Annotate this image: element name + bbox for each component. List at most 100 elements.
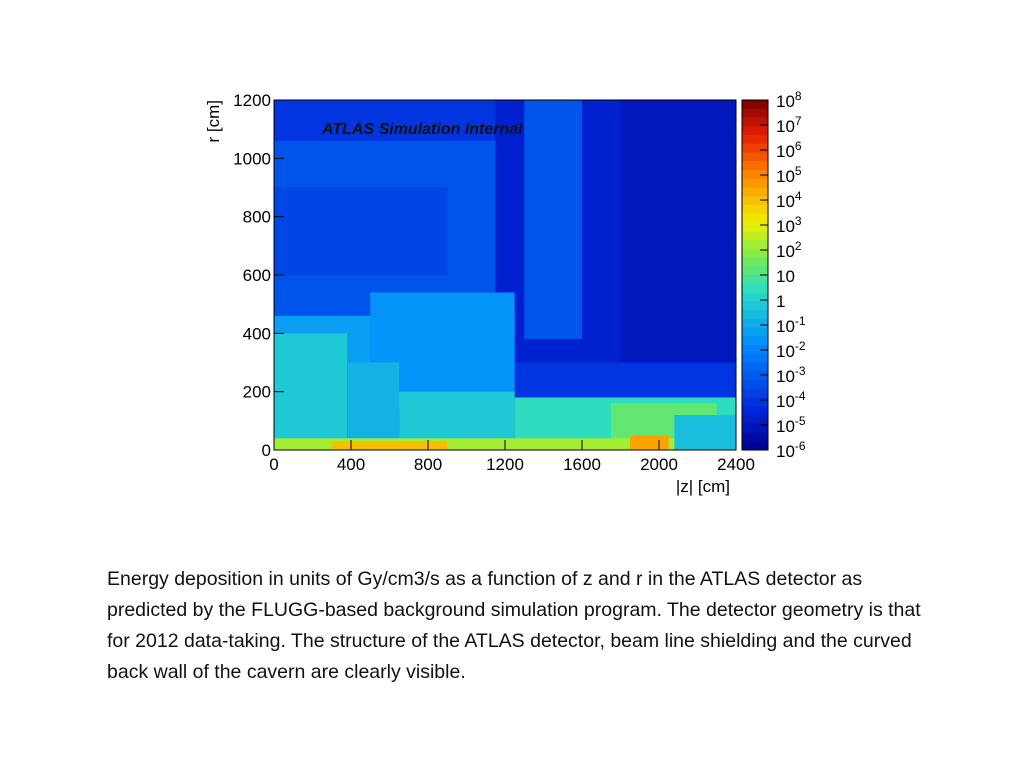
colorbar-segment xyxy=(742,152,768,162)
colorbar-label: 103 xyxy=(776,214,802,236)
colorbar-segment xyxy=(742,371,768,381)
figure-caption: Energy deposition in units of Gy/cm3/s a… xyxy=(107,568,921,683)
colorbar-segment xyxy=(742,213,768,223)
colorbar-segment xyxy=(742,178,768,188)
colorbar-segment xyxy=(742,292,768,302)
colorbar-segment xyxy=(742,117,768,127)
x-axis: 0 400 800 1200 1600 2000 2400 xyxy=(269,440,755,474)
colorbar-label-base: 10 xyxy=(776,142,795,161)
colorbar-segment xyxy=(742,108,768,118)
heatmap-region xyxy=(524,100,582,340)
chart-annotation: ATLAS Simulation Internal xyxy=(321,121,523,138)
x-tick-label: 1200 xyxy=(486,455,524,474)
colorbar-segment xyxy=(742,432,768,442)
colorbar-label-exponent: 7 xyxy=(795,114,802,128)
colorbar-segment xyxy=(742,196,768,206)
colorbar-label-exponent: 4 xyxy=(795,189,802,203)
heatmap-region xyxy=(274,187,448,275)
colorbar-label-base: 10 xyxy=(776,92,795,111)
x-tick-label: 2400 xyxy=(717,455,755,474)
energy-deposition-chart: ATLAS Simulation Internal 0 400 800 1200 160… xyxy=(200,88,840,508)
colorbar-segment xyxy=(742,380,768,390)
colorbar-segment xyxy=(742,283,768,293)
colorbar-segment xyxy=(742,423,768,433)
colorbar-label: 106 xyxy=(776,139,802,161)
y-axis: 0 200 400 600 800 1000 1200 xyxy=(233,91,284,460)
colorbar-segment xyxy=(742,205,768,215)
colorbar-segment xyxy=(742,397,768,407)
colorbar-label: 10-5 xyxy=(776,414,806,436)
colorbar-label-base: 10 xyxy=(776,192,795,211)
colorbar-segment xyxy=(742,310,768,320)
y-tick-label: 200 xyxy=(243,383,271,402)
heatmap-region xyxy=(620,100,736,363)
colorbar-segment xyxy=(742,362,768,372)
colorbar-segment xyxy=(742,266,768,276)
colorbar-segment xyxy=(742,222,768,232)
colorbar-label-base: 10 xyxy=(776,417,795,436)
colorbar-label: 10-6 xyxy=(776,439,806,461)
x-tick-label: 0 xyxy=(269,455,278,474)
colorbar-segment xyxy=(742,231,768,241)
colorbar-segment xyxy=(742,135,768,145)
colorbar-label-exponent: -6 xyxy=(795,439,806,453)
x-tick-label: 1600 xyxy=(563,455,601,474)
colorbar-label-exponent: -3 xyxy=(795,364,806,378)
heatmap-area xyxy=(274,100,736,450)
colorbar-label-exponent: -4 xyxy=(795,389,806,403)
heatmap-region xyxy=(347,362,400,450)
colorbar-label: 10-1 xyxy=(776,314,806,336)
x-tick-label: 400 xyxy=(337,455,365,474)
y-tick-label: 600 xyxy=(243,266,271,285)
heatmap-region xyxy=(630,435,669,450)
y-tick-label: 800 xyxy=(243,208,271,227)
x-tick-label: 2000 xyxy=(640,455,678,474)
y-tick-label: 0 xyxy=(262,441,271,460)
colorbar-label-base: 10 xyxy=(776,317,795,336)
colorbar-label-exponent: -5 xyxy=(795,414,806,428)
colorbar-segment xyxy=(742,275,768,285)
colorbar-label: 10 xyxy=(776,267,795,286)
colorbar-segment xyxy=(742,100,768,110)
colorbar-label-base: 10 xyxy=(776,392,795,411)
y-axis-label: r [cm] xyxy=(204,100,223,143)
chart-svg: ATLAS Simulation Internal 0 400 800 1200 160… xyxy=(204,89,806,496)
colorbar-label-exponent: 2 xyxy=(795,239,802,253)
colorbar-label: 108 xyxy=(776,89,802,111)
colorbar-label-exponent: -1 xyxy=(795,314,806,328)
colorbar-label: 10-4 xyxy=(776,389,806,411)
colorbar-label: 104 xyxy=(776,189,802,211)
colorbar-segment xyxy=(742,353,768,363)
colorbar-segment xyxy=(742,318,768,328)
colorbar-segment xyxy=(742,126,768,136)
colorbar-segment xyxy=(742,161,768,171)
colorbar-label: 1 xyxy=(776,292,785,311)
colorbar-label: 105 xyxy=(776,164,802,186)
colorbar-segment xyxy=(742,388,768,398)
heatmap-region xyxy=(331,441,448,450)
colorbar-segment xyxy=(742,441,768,451)
colorbar-label: 10-2 xyxy=(776,339,806,361)
colorbar-label-exponent: 6 xyxy=(795,139,802,153)
colorbar-label-base: 10 xyxy=(776,217,795,236)
colorbar-label-base: 10 xyxy=(776,442,795,461)
colorbar-label-base: 10 xyxy=(776,167,795,186)
x-tick-label: 800 xyxy=(414,455,442,474)
colorbar-segment xyxy=(742,406,768,416)
colorbar-label-base: 1 xyxy=(776,292,785,311)
heatmap-region xyxy=(274,333,348,450)
heatmap-region xyxy=(674,415,736,450)
colorbar-segment xyxy=(742,415,768,425)
colorbar-segment xyxy=(742,301,768,311)
colorbar-label-exponent: 5 xyxy=(795,164,802,178)
colorbar-label-base: 10 xyxy=(776,117,795,136)
y-tick-label: 400 xyxy=(243,324,271,343)
colorbar-label-exponent: 8 xyxy=(795,89,802,103)
y-tick-label: 1000 xyxy=(233,149,271,168)
colorbar-segment xyxy=(742,336,768,346)
colorbar-segment xyxy=(742,187,768,197)
colorbar-label-base: 10 xyxy=(776,367,795,386)
colorbar-label: 107 xyxy=(776,114,802,136)
y-tick-label: 1200 xyxy=(233,91,271,110)
colorbar-label-base: 10 xyxy=(776,267,795,286)
